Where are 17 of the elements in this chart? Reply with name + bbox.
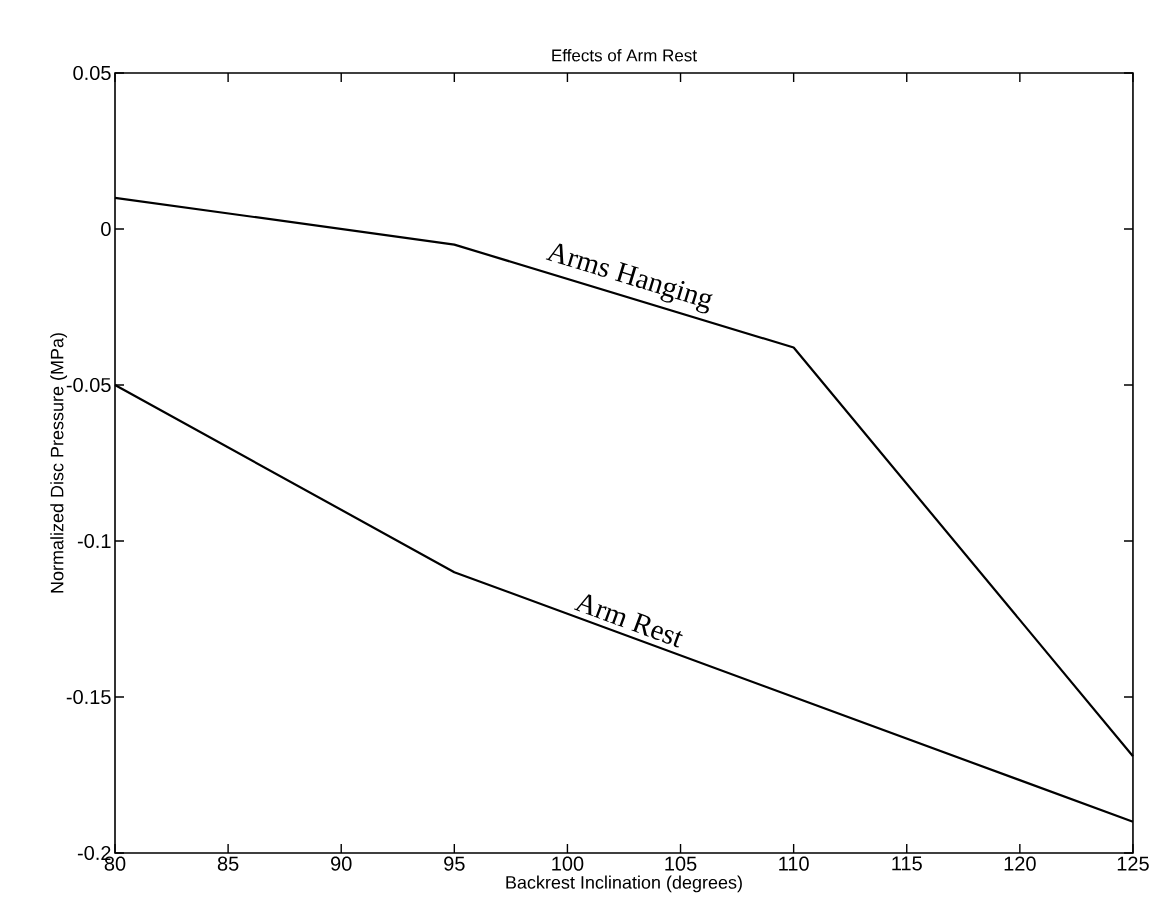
- x-tick-label: 120: [1004, 856, 1036, 871]
- x-tick-label: 100: [552, 856, 584, 871]
- y-tick-label: -0.05: [66, 377, 111, 393]
- x-tick-label: 110: [779, 856, 809, 871]
- x-axis-title: Backrest Inclination (degrees): [506, 875, 742, 893]
- y-tick-label: 0: [101, 221, 111, 237]
- chart-title: Effects of Arm Rest: [552, 49, 697, 62]
- y-tick-label: 0.05: [73, 65, 111, 81]
- x-tick-label: 105: [665, 856, 697, 871]
- x-tick-label: 85: [217, 856, 239, 871]
- x-tick-label: 90: [331, 856, 352, 871]
- x-tick-label: 115: [892, 856, 922, 871]
- y-tick-label: -0.1: [77, 533, 111, 549]
- text: Arm Rest: [573, 594, 683, 648]
- x-tick-label: 95: [444, 856, 465, 871]
- y-tick-label: -0.15: [66, 689, 111, 705]
- x-tick-label: 125: [1117, 856, 1149, 871]
